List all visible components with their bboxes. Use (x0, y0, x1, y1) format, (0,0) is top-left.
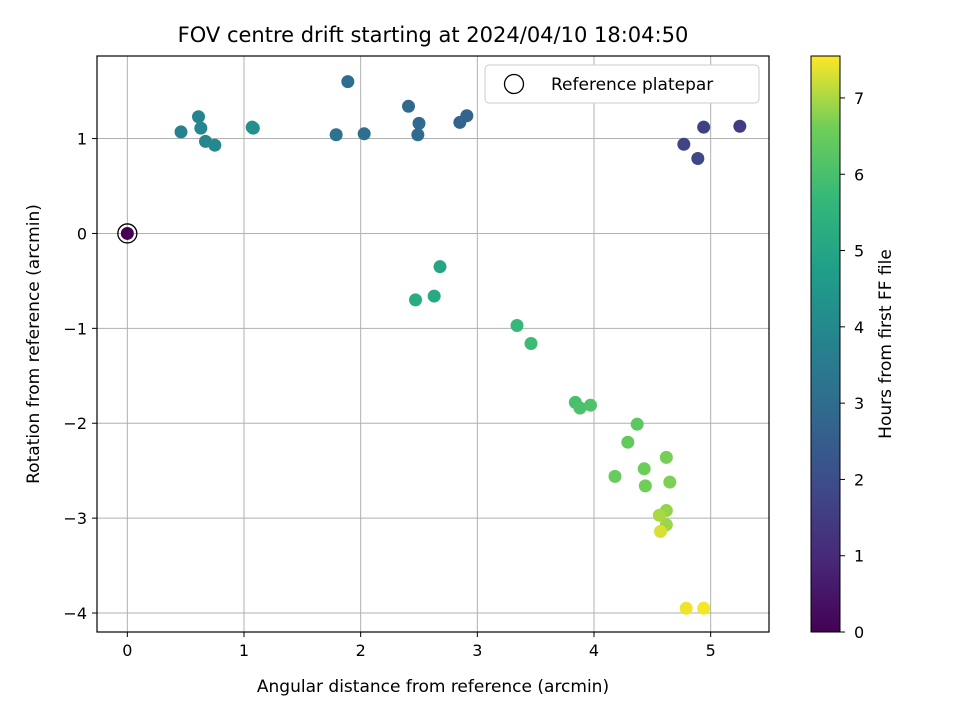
legend-box (484, 64, 760, 104)
data-point (510, 318, 524, 332)
y-tick-label: −3 (63, 509, 87, 528)
plot-frame (96, 55, 770, 633)
colorbar-tick-label: 2 (854, 470, 864, 489)
legend: Reference platepar (484, 64, 760, 104)
colorbar-gradient (810, 55, 841, 633)
x-tick-label: 2 (356, 641, 366, 660)
legend-label: Reference platepar (551, 75, 713, 95)
data-point (411, 128, 425, 142)
x-tick-label: 5 (706, 641, 716, 660)
data-point (192, 110, 205, 124)
data-point (427, 289, 441, 303)
colorbar-tick-label: 7 (854, 89, 864, 108)
data-point (733, 119, 747, 133)
data-point (329, 128, 343, 142)
data-point (573, 401, 587, 415)
x-axis-label: Angular distance from reference (arcmin) (257, 677, 609, 697)
chart-title: FOV centre drift starting at 2024/04/10 … (178, 23, 689, 47)
colorbar-tick-label: 5 (854, 242, 864, 261)
colorbar: 0 1 2 3 4 5 6 7 Hours from first FF file (810, 55, 896, 642)
y-tick-label: 0 (77, 224, 87, 243)
data-point (691, 151, 705, 165)
data-point (402, 99, 415, 113)
data-point (677, 137, 691, 151)
x-tick-label: 4 (589, 641, 599, 660)
y-axis-label: Rotation from reference (arcmin) (24, 204, 44, 484)
colorbar-tick-label: 3 (854, 394, 864, 413)
data-point (663, 475, 677, 489)
data-point (679, 601, 693, 615)
y-tick-label: −4 (63, 604, 87, 623)
data-point (246, 121, 260, 135)
reference-point-dot (120, 226, 134, 240)
colorbar-label: Hours from first FF file (876, 249, 896, 439)
colorbar-tick-label: 0 (854, 623, 864, 642)
reference-marker (117, 223, 138, 244)
data-point (208, 138, 222, 152)
grid-lines (97, 56, 769, 632)
colorbar-tick-label: 6 (854, 165, 864, 184)
y-tick-label: −2 (63, 414, 87, 433)
data-point (630, 417, 644, 431)
x-axis-ticks: 0 1 2 3 4 5 (122, 632, 716, 660)
data-point (659, 450, 673, 464)
data-point (654, 524, 667, 538)
data-point (652, 508, 666, 522)
data-point (433, 260, 447, 274)
reference-point (117, 223, 138, 244)
x-tick-label: 1 (239, 641, 249, 660)
colorbar-tick-label: 1 (854, 547, 864, 566)
data-point (697, 601, 711, 615)
colorbar-tick-label: 4 (854, 318, 864, 337)
legend-marker (503, 73, 525, 95)
data-point (174, 125, 188, 139)
x-tick-label: 3 (472, 641, 482, 660)
data-point (638, 479, 652, 493)
data-point (194, 121, 208, 135)
data-point (697, 120, 711, 134)
data-point (608, 469, 622, 483)
data-points (174, 75, 747, 615)
x-tick-label: 0 (122, 641, 132, 660)
data-point (621, 435, 635, 449)
data-point (637, 462, 651, 476)
data-point (524, 337, 538, 351)
data-point (453, 115, 467, 129)
data-point (409, 293, 422, 307)
y-axis-ticks: −4 −3 −2 −1 0 1 (63, 130, 97, 623)
colorbar-ticks: 0 1 2 3 4 5 6 7 (840, 89, 864, 642)
data-point (584, 398, 597, 412)
y-tick-label: −1 (63, 319, 87, 338)
data-point (357, 127, 371, 141)
data-point (412, 116, 426, 130)
y-tick-label: 1 (77, 130, 87, 149)
data-point (341, 75, 355, 89)
